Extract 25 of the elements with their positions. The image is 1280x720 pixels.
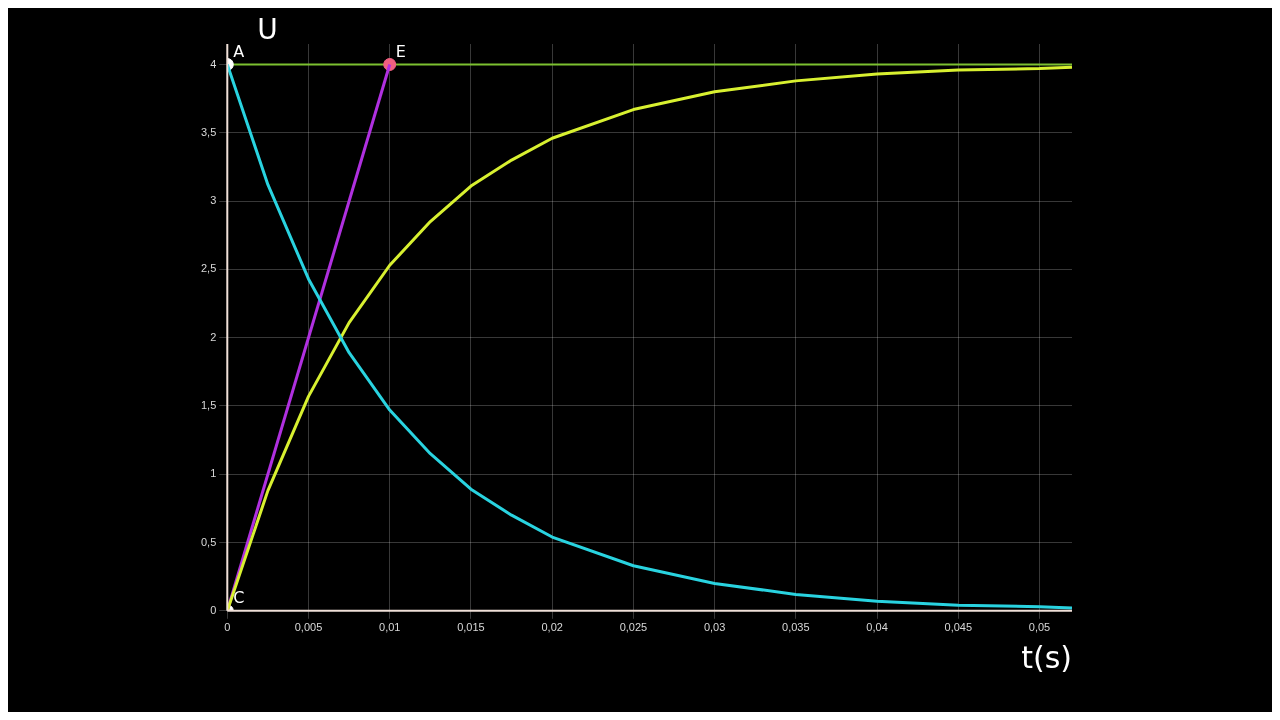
- x-tick-label: 0,04: [866, 621, 888, 634]
- y-tick-label: 0: [210, 603, 217, 616]
- x-tick-label: 0,015: [457, 621, 485, 634]
- x-tick-label: 0,025: [619, 621, 648, 634]
- y-tick-label: 2,5: [200, 262, 217, 275]
- annotation: C: [233, 587, 245, 607]
- x-tick-label: 0,02: [541, 621, 563, 634]
- x-tick-label: 0,05: [1028, 621, 1051, 634]
- x-tick-label: 0,03: [703, 621, 726, 634]
- y-tick-label: 4: [210, 57, 217, 70]
- y-tick-label: 1: [210, 467, 217, 480]
- y-tick-label: 1,5: [200, 398, 217, 411]
- y-tick-label: 3: [210, 194, 217, 207]
- x-tick-label: 0,045: [944, 621, 973, 634]
- y-axis-title: U: [257, 13, 278, 47]
- annotation: E: [395, 41, 406, 61]
- y-tick-label: 2: [210, 330, 217, 343]
- annotation: A: [233, 41, 245, 61]
- x-tick-label: 0,005: [294, 621, 323, 634]
- x-axis-title: t(s): [1021, 639, 1072, 675]
- y-tick-label: 3,5: [200, 125, 217, 138]
- x-tick-label: 0,035: [782, 621, 810, 634]
- y-tick-label: 0,5: [200, 535, 217, 548]
- x-tick-label: 0,01: [379, 621, 401, 634]
- x-tick-label: 0: [224, 621, 231, 634]
